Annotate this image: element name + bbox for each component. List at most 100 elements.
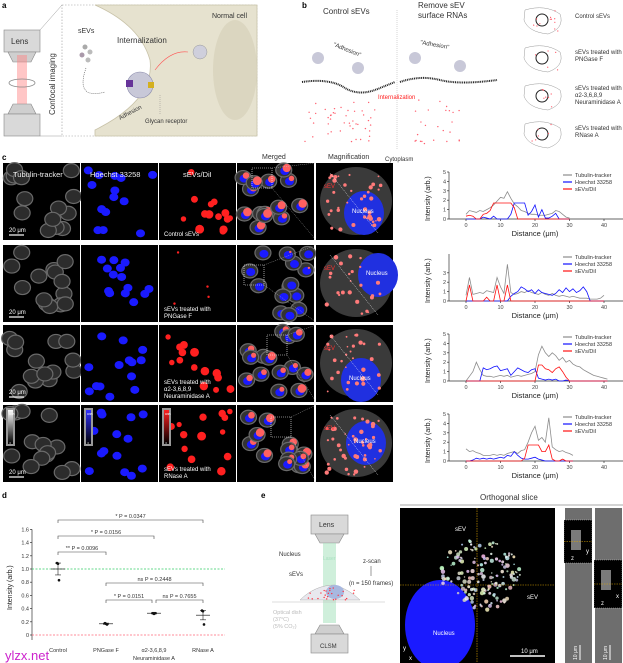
side-view-signal — [571, 530, 581, 550]
sev-spot — [365, 438, 368, 441]
dii-dot — [362, 114, 365, 116]
sev-spot — [501, 581, 505, 586]
significance-bracket — [105, 599, 153, 603]
merged-header: Merged — [262, 154, 286, 161]
y-tick-label: 2 — [443, 440, 446, 446]
sev-spot — [343, 183, 347, 187]
dii-blob — [288, 175, 295, 182]
dii-dot — [350, 140, 353, 143]
nucleus-blob — [259, 249, 269, 258]
sev-spot — [511, 577, 517, 582]
sev-spot — [456, 591, 460, 595]
dii-dot — [452, 111, 454, 114]
intensity-dot-plot: 0 0.2 0.4 0.6 0.8 1.0 1.2 1.4 1.6 Intensity (arb.… — [7, 514, 225, 662]
nucleus-blob — [346, 421, 386, 465]
cell-outline — [33, 450, 51, 466]
dii-dot — [327, 123, 329, 125]
sev-spot — [505, 596, 510, 601]
cell-outline-icon — [523, 7, 562, 35]
nucleus-blob — [101, 208, 111, 217]
sev-spot — [473, 604, 477, 607]
nucleus-blob — [99, 447, 109, 456]
x-tick-label: 0 — [464, 385, 467, 391]
p-value-label: ns P = 0.2448 — [138, 577, 172, 583]
merged-image — [237, 323, 317, 403]
nucleus-blob — [279, 292, 289, 301]
dii-dot — [340, 106, 342, 109]
dii-dot — [423, 142, 426, 145]
dii-dot — [324, 108, 326, 111]
dii-blob — [217, 467, 226, 476]
zoom-connector — [290, 404, 317, 418]
sev-dot — [324, 594, 326, 596]
nucleus-blob — [130, 385, 140, 394]
nucleus-blob — [126, 471, 136, 480]
sev-spot — [470, 576, 475, 581]
sev-spot — [332, 190, 336, 194]
y-axis-label: Intensity (arb.) — [7, 565, 14, 610]
sev-spot — [361, 444, 365, 447]
y-tick-label: 4 — [443, 179, 446, 185]
legend-label: PNGase F — [575, 57, 603, 63]
dii-blob — [279, 386, 285, 392]
sev-spot — [362, 457, 367, 462]
dii-dot — [368, 130, 371, 132]
dii-dot — [547, 96, 550, 99]
sev-spot — [345, 353, 348, 356]
sev-spot — [338, 293, 341, 297]
sev-spot — [474, 557, 476, 560]
sev-spot — [480, 567, 485, 573]
legend-label: Tubulin-tracker — [575, 415, 612, 421]
dii-dot — [557, 30, 559, 32]
laser-label: Laser — [323, 556, 336, 562]
nucleus-blob — [117, 272, 127, 281]
sev-spot — [328, 348, 331, 351]
sev-spot — [451, 561, 456, 566]
dii-blob — [298, 199, 307, 208]
y-tick-label: 2 — [443, 360, 446, 366]
dii-dot — [537, 128, 539, 130]
dii-dot — [547, 66, 549, 68]
cell-outline — [27, 353, 45, 369]
dii-dot — [368, 135, 371, 138]
dii-blob — [204, 210, 214, 219]
dii-dot — [345, 115, 347, 117]
dii-dot — [312, 122, 315, 124]
dii-blob — [246, 374, 253, 382]
dii-dot — [330, 131, 332, 133]
sev-spot — [504, 555, 508, 559]
data-point — [105, 623, 109, 626]
nucleus-blob — [358, 253, 398, 297]
condition-label: sEVs treated with — [164, 467, 211, 473]
dii-dot — [374, 109, 376, 111]
nucleus-blob — [137, 464, 147, 473]
sev-spot — [326, 462, 330, 466]
y-tick-label: 2 — [443, 198, 446, 204]
sev-spot — [377, 342, 381, 346]
sev-spot — [479, 590, 485, 596]
x-tick-label: 40 — [601, 223, 607, 229]
sev-spot — [441, 581, 445, 586]
dii-dot — [304, 140, 306, 143]
sev-spot — [468, 540, 471, 543]
dii-dot — [550, 106, 553, 108]
series-line-tubulin-tracker — [465, 190, 570, 219]
legend-label: RNase A — [575, 133, 599, 139]
dii-blob — [223, 215, 232, 223]
sev-spot — [440, 569, 446, 574]
cell-outline — [36, 366, 54, 382]
sev-spot — [345, 366, 347, 369]
condition-label: RNase A — [164, 474, 188, 480]
nucleus-blob — [110, 171, 120, 180]
zoom-region-box — [270, 416, 292, 438]
sev-spot — [330, 416, 333, 419]
nucleus-label: Nucleus — [354, 439, 376, 445]
dii-dot — [554, 21, 556, 23]
remove-rna-title-line2: surface RNAs — [418, 11, 467, 20]
magnification-header: Magnification — [328, 154, 369, 161]
legend-label: α2-3,6,8,9 — [575, 93, 603, 99]
colorbar-max: 4095 — [87, 413, 93, 416]
dii-blob — [215, 213, 222, 221]
sev-spot — [476, 580, 480, 584]
cell-outline — [30, 268, 48, 284]
